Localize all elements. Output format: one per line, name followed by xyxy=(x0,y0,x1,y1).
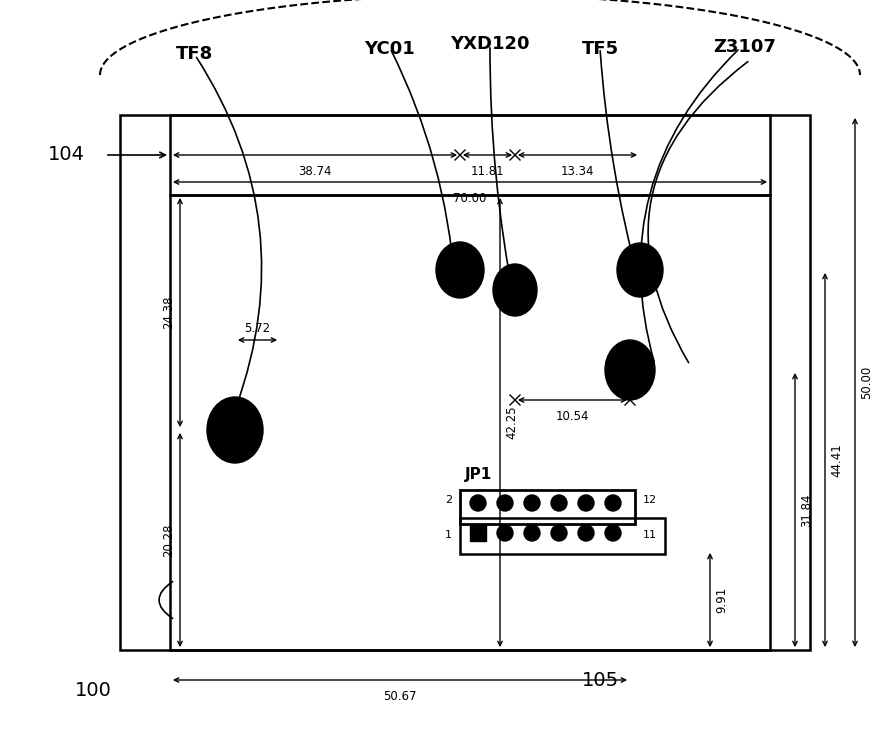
Text: 100: 100 xyxy=(75,681,112,700)
Text: TF5: TF5 xyxy=(581,40,619,58)
Ellipse shape xyxy=(497,495,513,511)
Text: 20.28: 20.28 xyxy=(162,523,175,557)
Text: 12: 12 xyxy=(643,495,657,505)
Ellipse shape xyxy=(436,242,484,298)
Ellipse shape xyxy=(207,397,263,463)
Text: 11: 11 xyxy=(643,530,657,540)
Text: YXD120: YXD120 xyxy=(450,35,530,53)
Text: 50.67: 50.67 xyxy=(383,690,417,703)
Bar xyxy=(460,490,635,524)
Text: 31.84: 31.84 xyxy=(800,493,813,527)
Text: 10.54: 10.54 xyxy=(555,410,589,423)
Text: 9.91: 9.91 xyxy=(715,587,728,613)
Ellipse shape xyxy=(605,495,621,511)
Ellipse shape xyxy=(605,525,621,541)
Text: TF8: TF8 xyxy=(177,45,213,63)
Text: 105: 105 xyxy=(581,671,619,690)
Ellipse shape xyxy=(578,525,594,541)
Text: 104: 104 xyxy=(48,145,85,164)
Ellipse shape xyxy=(551,525,567,541)
Ellipse shape xyxy=(497,525,513,541)
Text: 1: 1 xyxy=(445,530,452,540)
Text: 11.81: 11.81 xyxy=(471,165,505,178)
Bar xyxy=(460,518,665,554)
Ellipse shape xyxy=(470,495,486,511)
Ellipse shape xyxy=(578,495,594,511)
Text: Z3107: Z3107 xyxy=(714,38,776,56)
Ellipse shape xyxy=(605,340,655,400)
Ellipse shape xyxy=(493,264,537,316)
Ellipse shape xyxy=(617,243,663,297)
Text: 5.72: 5.72 xyxy=(245,322,271,335)
Bar xyxy=(470,525,486,541)
Text: 13.34: 13.34 xyxy=(561,165,594,178)
Text: 38.74: 38.74 xyxy=(298,165,332,178)
Text: 42.25: 42.25 xyxy=(505,406,518,439)
Ellipse shape xyxy=(524,525,540,541)
Text: JP1: JP1 xyxy=(465,467,492,482)
Text: 44.41: 44.41 xyxy=(830,443,843,477)
Text: 50.00: 50.00 xyxy=(860,366,873,399)
Text: 70.00: 70.00 xyxy=(454,192,487,205)
Bar xyxy=(170,115,770,195)
Text: 24.38: 24.38 xyxy=(162,296,175,329)
Text: 2: 2 xyxy=(445,495,452,505)
Text: YC01: YC01 xyxy=(364,40,415,58)
Ellipse shape xyxy=(551,495,567,511)
Bar xyxy=(170,195,770,650)
Bar xyxy=(120,115,810,650)
Ellipse shape xyxy=(524,495,540,511)
